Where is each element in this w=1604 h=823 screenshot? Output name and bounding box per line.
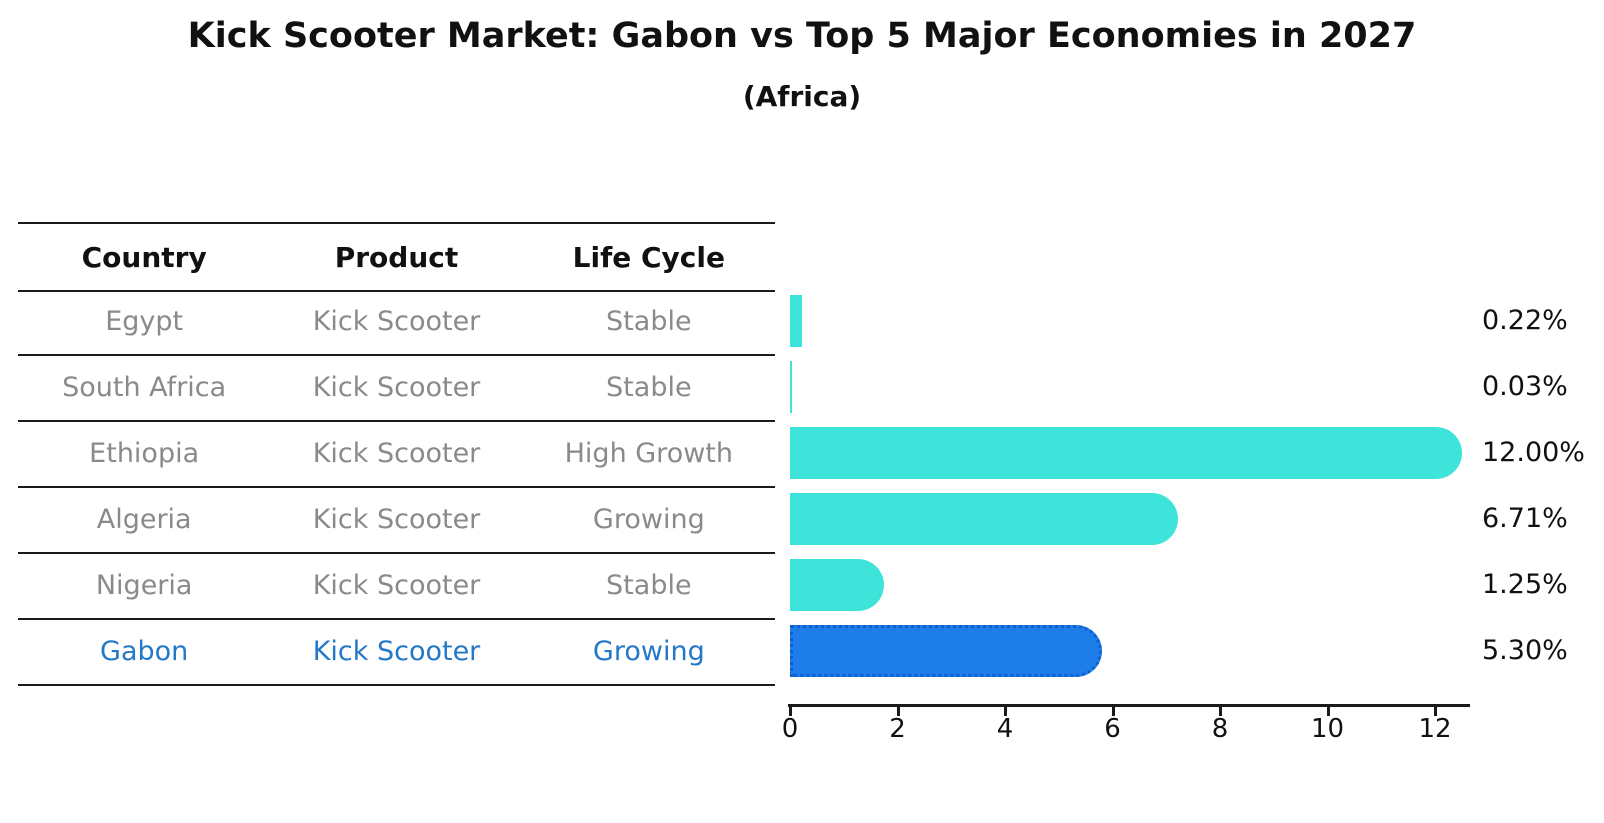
table-cell-country: Nigeria	[95, 569, 193, 601]
table: Country Product Life Cycle Egypt Kick Scoote…	[18, 222, 775, 686]
table-cell-country: South Africa	[62, 371, 227, 403]
x-axis-tick	[1111, 707, 1115, 716]
x-axis-tick-label: 10	[1310, 714, 1345, 744]
table-cell-product: Kick Scooter	[312, 305, 481, 337]
table-cell-product: Kick Scooter	[312, 437, 481, 469]
table-cell-country: Ethiopia	[89, 437, 200, 469]
bar-algeria	[790, 493, 1178, 545]
table-header-row: Country Product Life Cycle	[18, 222, 775, 292]
bar-value-label-egypt: 0.22%	[1482, 305, 1568, 336]
table-row-nigeria: Nigeria Kick Scooter Stable	[18, 552, 775, 620]
column-header-life-cycle: Life Cycle	[572, 240, 725, 274]
x-axis-tick-label: 4	[996, 714, 1014, 744]
x-axis-tick	[1004, 707, 1007, 716]
chart-title: Kick Scooter Market: Gabon vs Top 5 Majo…	[187, 16, 1417, 56]
bar-south-africa	[790, 361, 792, 413]
x-axis-tick	[1326, 707, 1330, 716]
x-axis-tick-label: 12	[1418, 714, 1452, 744]
table-row-egypt: Egypt Kick Scooter Stable	[18, 288, 775, 356]
bar-value-label-nigeria: 1.25%	[1482, 569, 1568, 600]
bar-value-label-algeria: 6.71%	[1482, 503, 1568, 534]
table-cell-life-cycle: Stable	[606, 569, 692, 601]
x-axis-tick-label: 8	[1211, 714, 1229, 744]
table-cell-country: Gabon	[100, 635, 189, 667]
x-axis-tick	[1219, 707, 1222, 716]
column-header-product: Product	[334, 240, 459, 274]
table-cell-life-cycle: Stable	[606, 371, 692, 403]
bar-ethiopia	[790, 427, 1462, 479]
bar-nigeria	[790, 559, 885, 611]
x-axis-tick-label: 0	[781, 714, 799, 744]
chart-subtitle: (Africa)	[742, 80, 862, 113]
table-row-gabon: Gabon Kick Scooter Growing	[18, 618, 775, 686]
table-cell-country: Egypt	[105, 305, 184, 337]
table-cell-life-cycle: Growing	[592, 503, 705, 535]
x-axis-tick	[896, 707, 900, 716]
table-cell-life-cycle: High Growth	[564, 437, 733, 469]
x-axis-tick	[789, 707, 792, 716]
table-cell-country: Algeria	[96, 503, 192, 535]
column-header-country: Country	[81, 240, 207, 274]
table-cell-life-cycle: Growing	[592, 635, 705, 667]
bar-value-label-south-africa: 0.03%	[1482, 371, 1568, 402]
x-axis-line	[788, 704, 1470, 707]
table-cell-product: Kick Scooter	[312, 635, 481, 667]
bar-value-label-gabon: 5.30%	[1482, 635, 1568, 666]
table-row-ethiopia: Ethiopia Kick Scooter High Growth	[18, 420, 775, 488]
bar-value-label-ethiopia: 12.00%	[1482, 437, 1585, 468]
x-axis-tick-label: 2	[889, 714, 906, 744]
x-axis-tick-label: 6	[1104, 714, 1121, 744]
table-cell-product: Kick Scooter	[312, 569, 481, 601]
table-cell-product: Kick Scooter	[312, 503, 481, 535]
bar-egypt	[790, 295, 802, 347]
bar-gabon	[790, 625, 1102, 677]
x-axis-tick	[1434, 707, 1437, 716]
table-cell-product: Kick Scooter	[312, 371, 481, 403]
table-row-algeria: Algeria Kick Scooter Growing	[18, 486, 775, 554]
table-row-south-africa: South Africa Kick Scooter Stable	[18, 354, 775, 422]
table-cell-life-cycle: Stable	[606, 305, 692, 337]
